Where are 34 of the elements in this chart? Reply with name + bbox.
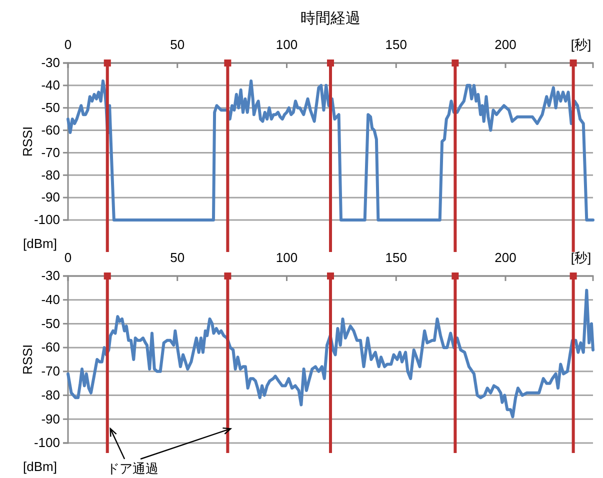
y-tick-label: -80 xyxy=(41,387,60,402)
y-tick-label: -40 xyxy=(41,292,60,308)
x-tick-label: 0 xyxy=(64,250,72,265)
y-tick-label: -30 xyxy=(41,55,60,70)
x-tick-label: 200 xyxy=(494,37,516,52)
x-tick-label: 50 xyxy=(170,37,185,52)
y-tick-label: -50 xyxy=(41,316,60,331)
text: [dBm] xyxy=(23,236,57,251)
x-tick-label: 200 xyxy=(494,250,516,265)
x-tick-label: 50 xyxy=(170,250,185,265)
y-tick-label: -80 xyxy=(41,167,60,182)
y-tick-label: -30 xyxy=(41,268,60,284)
x-tick-label: 100 xyxy=(276,250,298,265)
y-tick-label: -70 xyxy=(41,144,60,160)
y-axis-title: RSSI xyxy=(20,344,35,375)
y-tick-label: -60 xyxy=(41,340,60,355)
text: [dBm] xyxy=(23,459,57,474)
x-tick-label: 150 xyxy=(385,37,407,52)
x-tick-label: 100 xyxy=(276,37,298,52)
x-axis-title: [秒] xyxy=(570,250,592,265)
chart-title: 時間経過 xyxy=(300,10,360,27)
y-tick-label: -60 xyxy=(41,122,60,138)
x-tick-label: 150 xyxy=(385,250,407,265)
y-tick-label: -40 xyxy=(41,78,60,93)
y-tick-label: -100 xyxy=(34,212,60,228)
x-axis-title: [秒] xyxy=(570,37,592,52)
annotation: ドア通過 xyxy=(106,461,159,476)
y-tick-label: -90 xyxy=(41,190,60,205)
y-axis-title: RSSI xyxy=(20,126,35,157)
x-tick-label: 0 xyxy=(64,37,72,52)
y-tick-label: -50 xyxy=(41,100,60,116)
y-tick-label: -90 xyxy=(41,411,60,426)
y-tick-label: -100 xyxy=(34,435,60,450)
y-tick-label: -70 xyxy=(41,364,60,379)
